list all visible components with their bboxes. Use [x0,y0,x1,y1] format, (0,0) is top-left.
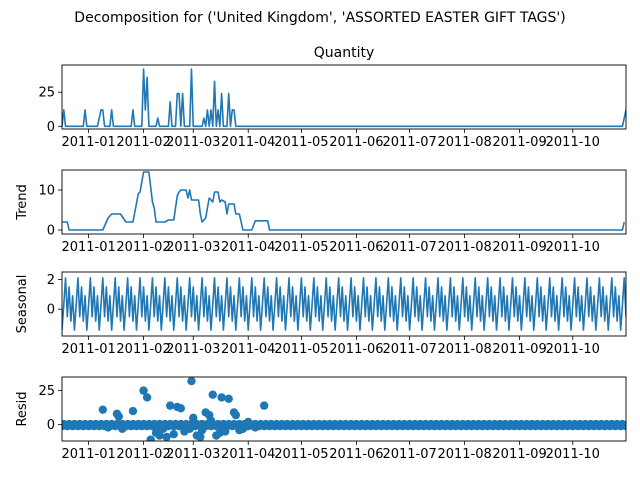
trend-x-tick-label: 2011-08 [437,240,491,255]
resid-point [139,386,148,395]
resid-point [128,406,138,416]
trend-series-line [62,171,626,231]
trend-x-tick-label: 2011-05 [274,240,328,255]
seasonal-x-tick-label: 2011-03 [166,342,220,357]
resid-point [114,412,123,421]
seasonal-axes-frame [61,271,627,337]
trend-x-tick-label: 2011-06 [329,240,383,255]
seasonal-x-tick-label: 2011-10 [546,342,600,357]
resid-point [622,422,626,431]
seasonal-x-tick-label: 2011-05 [274,342,328,357]
resid-point [185,424,194,433]
observed-x-tick-label: 2011-10 [546,135,600,150]
seasonal-x-tick-label: 2011-01 [61,342,115,357]
trend-x-tick-label: 2011-02 [116,240,170,255]
resid-point [220,427,230,436]
resid-point [103,423,113,432]
observed-y-tick-label: 0 [47,120,55,135]
resid-y-tick-label: 0 [47,418,55,433]
seasonal-x-tick-label: 2011-07 [382,342,436,357]
resid-data-layer [62,377,626,441]
resid-x-tick-label: 2011-04 [221,447,275,462]
observed-data-layer [62,68,626,128]
resid-y-tick-label: 25 [38,384,55,399]
observed-x-tick-label: 2011-05 [274,135,328,150]
observed-axes-frame [61,64,627,130]
resid-x-tick-label: 2011-01 [61,447,115,462]
resid-point [197,425,207,435]
resid-x-tick-label: 2011-10 [546,447,600,462]
observed-y-tick-label: 25 [38,86,55,101]
seasonal-data-layer [62,277,626,331]
resid-point [187,377,196,386]
resid-point [165,401,175,410]
observed-x-tick-label: 2011-07 [382,135,436,150]
resid-point [118,424,127,433]
resid-x-tick-label: 2011-08 [437,447,491,462]
resid-point [158,424,168,433]
seasonal-x-tick-label: 2011-06 [329,342,383,357]
observed-panel-title: Quantity [314,45,375,61]
resid-x-tick-label: 2011-09 [492,447,546,462]
resid-point [206,416,216,425]
resid-point [208,390,217,399]
observed-x-tick-label: 2011-06 [329,135,383,150]
observed-x-tick-label: 2011-08 [437,135,491,150]
seasonal-x-tick-label: 2011-09 [492,342,546,357]
trend-x-tick-label: 2011-04 [221,240,275,255]
trend-y-axis-label: Trend [15,184,30,221]
observed-x-tick-label: 2011-02 [116,135,170,150]
seasonal-x-tick-label: 2011-02 [116,342,170,357]
resid-x-tick-label: 2011-06 [329,447,383,462]
resid-axes-frame [61,376,627,442]
resid-y-axis-label: Resid [15,391,30,426]
resid-point [98,405,107,414]
resid-point [259,401,269,410]
seasonal-y-tick-label: 2 [47,273,55,288]
seasonal-x-tick-label: 2011-04 [221,342,275,357]
resid-point [155,431,164,440]
resid-point [196,432,205,441]
seasonal-y-tick-label: 0 [47,303,55,318]
observed-x-tick-label: 2011-09 [492,135,546,150]
resid-point [217,393,226,402]
trend-y-tick-label: 0 [47,224,55,239]
resid-point [176,404,186,413]
observed-x-tick-label: 2011-01 [61,135,115,150]
trend-data-layer [62,171,626,231]
seasonal-series-line [62,277,626,331]
resid-x-tick-label: 2011-03 [166,447,220,462]
resid-point [231,410,241,420]
resid-point [189,413,198,423]
resid-x-tick-label: 2011-05 [274,447,328,462]
trend-axes-frame [61,169,627,235]
resid-x-tick-label: 2011-07 [382,447,436,462]
seasonal-x-tick-label: 2011-08 [437,342,491,357]
figure-suptitle: Decomposition for ('United Kingdom', 'AS… [74,10,565,26]
observed-x-tick-label: 2011-03 [166,135,220,150]
resid-point [169,429,178,439]
trend-x-tick-label: 2011-03 [166,240,220,255]
resid-point [146,435,155,441]
seasonal-y-axis-label: Seasonal [15,275,30,334]
observed-series-line [62,68,626,128]
trend-x-tick-label: 2011-10 [546,240,600,255]
trend-y-tick-label: 10 [38,184,55,199]
trend-x-tick-label: 2011-07 [382,240,436,255]
resid-point [238,424,248,433]
resid-x-tick-label: 2011-02 [116,447,170,462]
trend-x-tick-label: 2011-01 [61,240,115,255]
resid-point [244,417,253,427]
resid-point [142,393,152,402]
trend-x-tick-label: 2011-09 [492,240,546,255]
resid-point [162,432,171,441]
resid-point [224,394,233,403]
observed-x-tick-label: 2011-04 [221,135,275,150]
resid-point [251,423,260,432]
